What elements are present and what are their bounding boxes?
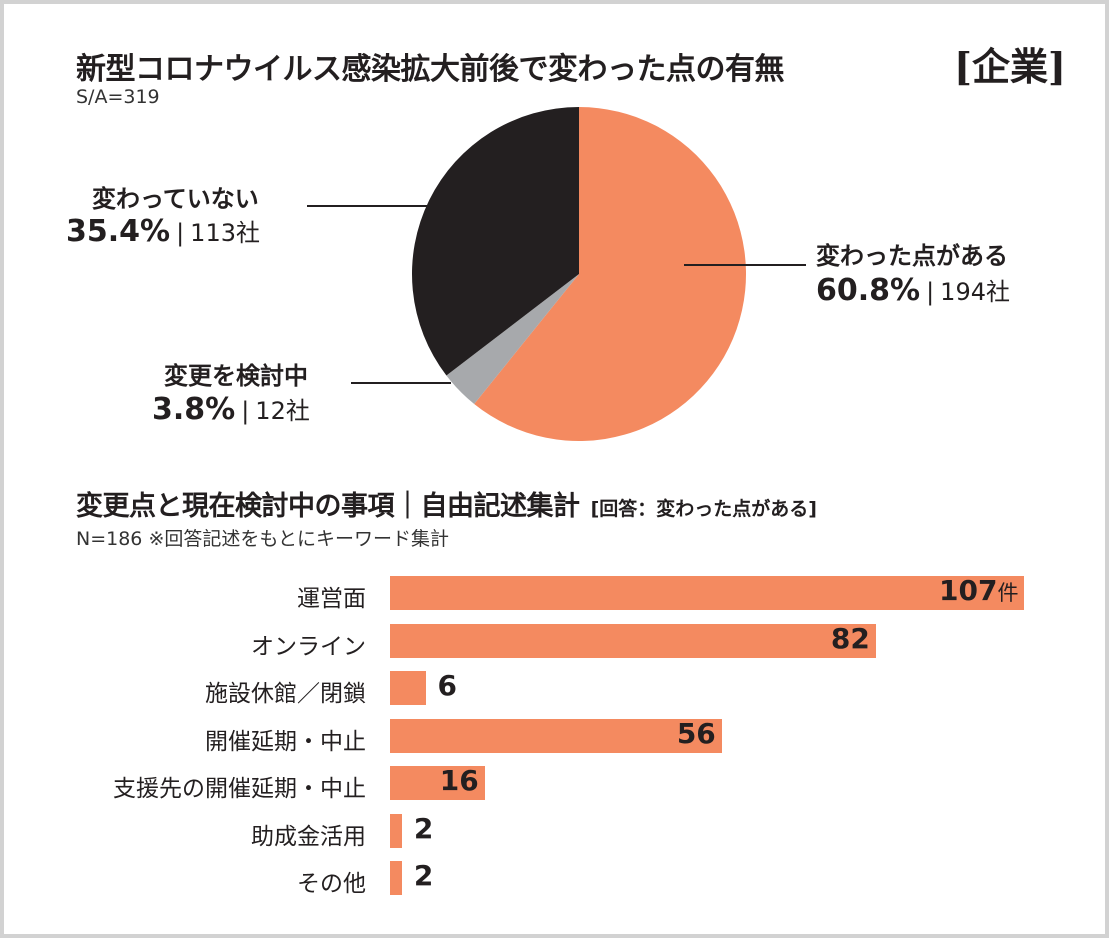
pie-chart-title: 新型コロナウイルス感染拡大前後で変わった点の有無: [76, 52, 785, 87]
bar-chart-note: N=186 ※回答記述をもとにキーワード集計: [76, 528, 449, 550]
bar-category-label: 開催延期・中止: [205, 728, 366, 755]
category-badge: [企業]: [954, 44, 1066, 89]
bar-category-label: オンライン: [251, 633, 366, 660]
bar: [390, 813, 402, 848]
slice-percent-considering: 3.8%: [152, 392, 236, 427]
slice-label-unchanged: 変わっていない: [92, 185, 259, 213]
slice-value-unchanged: 35.4% | 113社: [66, 213, 260, 249]
leader-line-changed: [684, 264, 806, 266]
slice-value-changed: 60.8% | 194社: [816, 272, 1010, 308]
slice-value-considering: 3.8% | 12社: [152, 391, 310, 427]
bar: [390, 576, 1024, 610]
bar: [390, 671, 426, 705]
bar-category-label: 運営面: [297, 586, 366, 612]
bar-chart-qualifier: [回答：変わった点がある]: [590, 498, 817, 520]
sample-size: S/A=319: [76, 86, 160, 108]
bar-category-label: その他: [297, 871, 366, 897]
separator: |: [241, 397, 250, 425]
bar-value-label: 6: [437, 669, 458, 702]
separator: |: [926, 278, 935, 306]
bar: [390, 718, 722, 753]
bar-value-unit: 件: [997, 581, 1019, 605]
bar-value-label: 107件: [939, 574, 1019, 607]
bar-category-label: 支援先の開催延期・中止: [113, 776, 366, 802]
pie-slice-changed: [474, 107, 747, 442]
bar-category-label: 助成金活用: [251, 823, 366, 850]
bar: [390, 861, 402, 895]
leader-line-considering: [351, 382, 451, 384]
pie-chart: [411, 107, 747, 442]
leader-line-unchanged: [307, 205, 487, 207]
pie-slice-considering: [446, 274, 579, 404]
slice-count-unchanged: 113社: [190, 219, 260, 247]
slice-label-changed: 変わった点がある: [816, 242, 1008, 270]
slice-count-changed: 194社: [940, 278, 1010, 306]
bar: [390, 623, 876, 658]
bar-chart-title: 変更点と現在検討中の事項｜自由記述集計: [76, 491, 580, 522]
slice-percent-unchanged: 35.4%: [66, 214, 171, 249]
bar: [390, 766, 485, 800]
separator: |: [176, 219, 185, 247]
slice-label-considering: 変更を検討中: [164, 362, 308, 390]
bar-value-label: 82: [830, 621, 870, 655]
bar-category-label: 施設休館／閉鎖: [205, 681, 366, 707]
bar-chart-heading: 変更点と現在検討中の事項｜自由記述集計 [回答：変わった点がある]: [76, 484, 817, 523]
pie-slice-unchanged: [411, 107, 579, 376]
bar-value-label: 2: [413, 859, 434, 892]
bar-value-label: 2: [413, 811, 434, 845]
slice-percent-changed: 60.8%: [816, 273, 921, 308]
bar-value-label: 56: [676, 716, 716, 750]
slice-count-considering: 12社: [255, 397, 310, 425]
bar-value-label: 16: [439, 764, 479, 797]
